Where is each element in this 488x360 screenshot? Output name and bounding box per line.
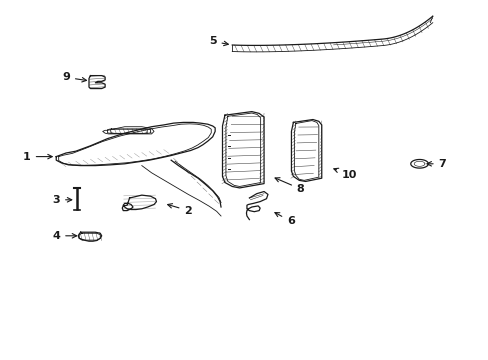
Text: 6: 6 (274, 212, 294, 226)
Text: 3: 3 (52, 195, 72, 205)
Text: 5: 5 (208, 36, 228, 46)
Text: 1: 1 (23, 152, 52, 162)
Text: 8: 8 (275, 178, 304, 194)
Text: 10: 10 (333, 168, 357, 180)
Text: 7: 7 (426, 159, 446, 169)
Text: 9: 9 (62, 72, 86, 82)
Text: 2: 2 (167, 204, 192, 216)
Text: 4: 4 (52, 231, 77, 241)
